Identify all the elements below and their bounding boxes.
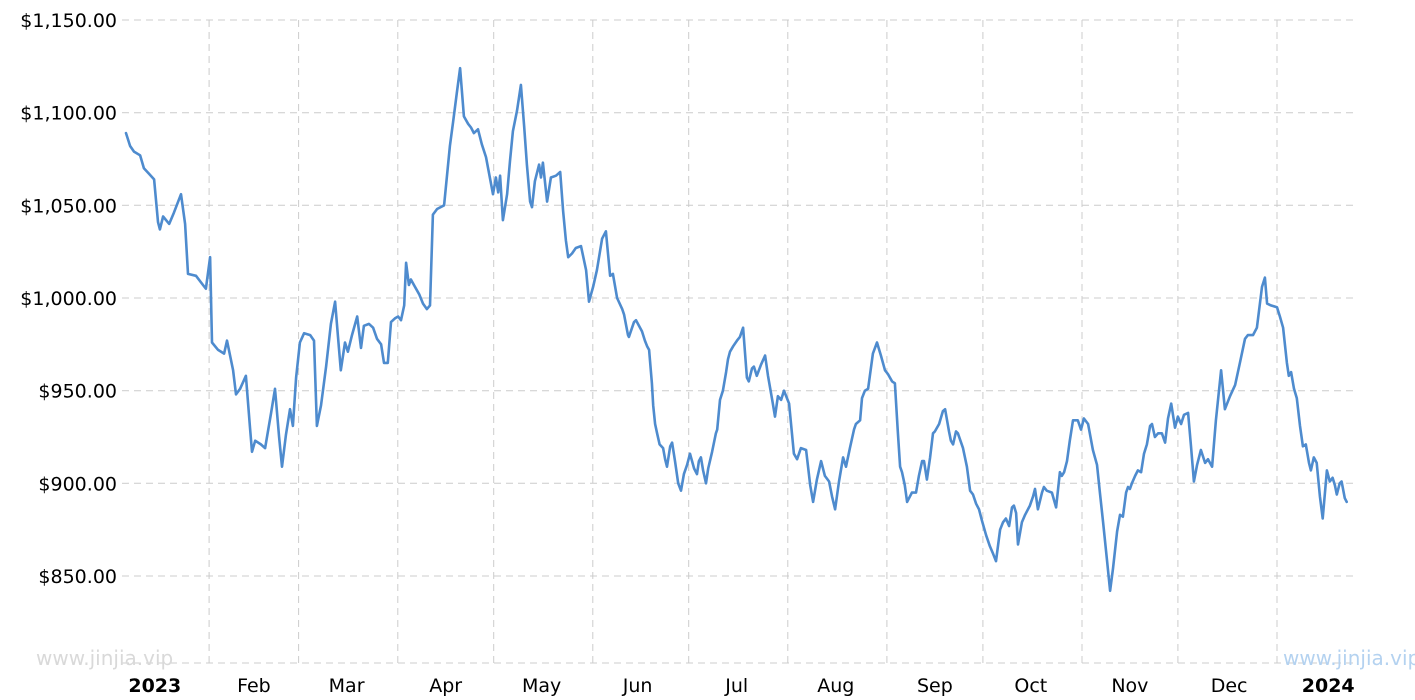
x-tick-label: May [522,675,561,697]
watermark-left: www.jinjia.vip [36,646,174,670]
y-tick-label: $1,000.00 [20,288,117,310]
x-tick-label: Feb [237,675,271,697]
price-line [124,66,1348,593]
y-tick-label: $1,050.00 [20,195,117,217]
y-tick-label: $1,100.00 [20,103,117,125]
gridlines [122,19,1355,668]
x-tick-label: Dec [1211,675,1248,697]
y-tick-label: $1,150.00 [20,10,117,32]
y-tick-label: $850.00 [38,566,117,588]
x-tick-label: Mar [329,675,365,697]
x-tick-label: Aug [817,675,854,697]
watermark-right: www.jinjia.vip [1283,646,1415,670]
x-tick-label: Oct [1014,675,1047,697]
x-axis-labels: 2023 Feb Mar Apr May Jun Jul Aug Sep Oct Nov Dec 202… [128,675,1354,697]
x-tick-label: Sep [917,675,953,697]
y-axis-labels: $1,150.00 $1,100.00 $1,050.00 $1,000.00 $950… [20,10,117,588]
x-tick-label: Nov [1111,675,1148,697]
y-tick-label: $950.00 [38,381,117,403]
x-tick-label: 2023 [128,675,181,697]
x-tick-label: Apr [429,675,462,697]
x-tick-label: Jun [622,675,653,697]
x-tick-label: 2024 [1302,675,1355,697]
y-tick-label: $900.00 [38,473,117,495]
x-tick-label: Jul [724,675,748,697]
